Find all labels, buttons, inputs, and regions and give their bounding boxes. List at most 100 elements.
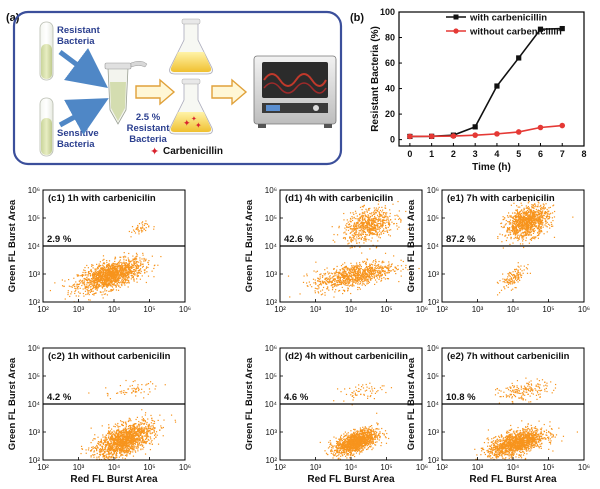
scatter-point bbox=[360, 216, 362, 218]
scatter-point bbox=[377, 228, 379, 230]
scatter-point bbox=[347, 229, 350, 231]
scatter-point bbox=[372, 223, 374, 225]
scatter-point bbox=[369, 228, 371, 230]
scatter-point bbox=[334, 283, 336, 285]
scatter-point bbox=[362, 282, 364, 285]
scatter-point bbox=[503, 218, 505, 220]
scatter-point bbox=[532, 213, 535, 215]
scatter-point bbox=[115, 270, 117, 272]
y-tick-label: 10⁴ bbox=[265, 242, 278, 251]
scatter-point bbox=[518, 216, 520, 218]
scatter-point bbox=[360, 277, 363, 280]
scatter-point bbox=[374, 269, 376, 271]
scatter-point bbox=[102, 291, 104, 293]
scatter-point bbox=[73, 285, 76, 287]
resistant-label-line1: Resistant bbox=[57, 25, 101, 36]
scatter-point bbox=[144, 271, 146, 273]
scatter-point bbox=[522, 228, 524, 230]
scatter-point bbox=[526, 226, 528, 228]
scatter-point bbox=[93, 281, 95, 284]
scatter-point bbox=[127, 272, 129, 274]
scatter-point bbox=[345, 284, 347, 286]
scatter-point bbox=[350, 240, 352, 242]
scatter-point bbox=[538, 218, 540, 220]
scatter-point bbox=[540, 221, 542, 223]
scatter-point bbox=[524, 231, 526, 233]
scatter-point bbox=[339, 272, 341, 274]
scatter-point bbox=[367, 273, 369, 275]
scatter-point bbox=[360, 278, 362, 280]
scatter-point bbox=[114, 281, 116, 283]
scatter-point bbox=[523, 225, 525, 227]
scatter-point bbox=[101, 273, 104, 275]
scatter-point bbox=[350, 273, 352, 275]
scatter-point bbox=[146, 431, 148, 433]
scatter-point bbox=[372, 233, 375, 235]
scatter-point bbox=[85, 278, 87, 281]
scatter-point bbox=[542, 224, 544, 226]
scatter-point bbox=[115, 264, 117, 266]
scatter-point bbox=[340, 283, 342, 285]
scatter-point bbox=[142, 263, 144, 265]
scatter-point bbox=[343, 290, 346, 292]
scatter-point bbox=[348, 224, 350, 226]
scatter-point bbox=[537, 213, 539, 216]
scatter-point bbox=[118, 279, 120, 282]
x-tick-label: 1 bbox=[429, 149, 434, 159]
scatter-point bbox=[519, 213, 521, 215]
scatter-point bbox=[126, 276, 128, 278]
scatter-point bbox=[93, 272, 96, 274]
scatter-point bbox=[375, 207, 377, 209]
scatter-point bbox=[97, 268, 99, 270]
scatter-point bbox=[131, 225, 134, 228]
scatter-point bbox=[529, 232, 532, 234]
scatter-point bbox=[518, 221, 520, 223]
scatter-point bbox=[350, 225, 352, 227]
scatter-point bbox=[108, 266, 110, 269]
scatter-point bbox=[123, 277, 125, 279]
scatter-point bbox=[317, 277, 320, 280]
scatter-point bbox=[528, 242, 530, 244]
scatter-point bbox=[537, 215, 539, 217]
scatter-point bbox=[516, 215, 518, 217]
scatter-point bbox=[153, 422, 156, 424]
scatter-point bbox=[113, 278, 115, 280]
scatter-point bbox=[363, 199, 365, 201]
scatter-point bbox=[508, 273, 510, 275]
scatter-point bbox=[351, 219, 354, 222]
scatter-point bbox=[553, 216, 556, 218]
scatter-point bbox=[133, 265, 135, 267]
scatter-point bbox=[381, 266, 383, 268]
scatter-point bbox=[531, 228, 533, 230]
scatter-point bbox=[82, 283, 84, 285]
scatter-point bbox=[320, 283, 322, 285]
scatter-point bbox=[523, 223, 525, 225]
scatter-point bbox=[353, 266, 356, 269]
scatter-point bbox=[122, 277, 124, 279]
scatter-point bbox=[93, 273, 96, 276]
scatter-point bbox=[378, 266, 380, 268]
scatter-point bbox=[512, 288, 514, 290]
scatter-point bbox=[511, 224, 513, 226]
scatter-point bbox=[344, 277, 346, 279]
scatter-point bbox=[335, 272, 337, 274]
scatter-point bbox=[368, 269, 371, 272]
scatter-point bbox=[360, 237, 362, 239]
scatter-point bbox=[380, 231, 382, 234]
scatter-point bbox=[538, 214, 540, 216]
scatter-point bbox=[364, 221, 367, 223]
scatter-point bbox=[103, 293, 105, 295]
scatter-point bbox=[129, 271, 131, 273]
scatter-point bbox=[329, 279, 331, 281]
scatter-point bbox=[85, 452, 87, 454]
scatter-point bbox=[356, 270, 358, 272]
scatter-point bbox=[133, 262, 135, 264]
series-line bbox=[409, 124, 563, 138]
scatter-point bbox=[363, 272, 365, 274]
scatter-point bbox=[127, 266, 130, 268]
scatter-point bbox=[532, 211, 534, 214]
scatter-point bbox=[131, 265, 134, 267]
scatter-point bbox=[103, 281, 105, 283]
